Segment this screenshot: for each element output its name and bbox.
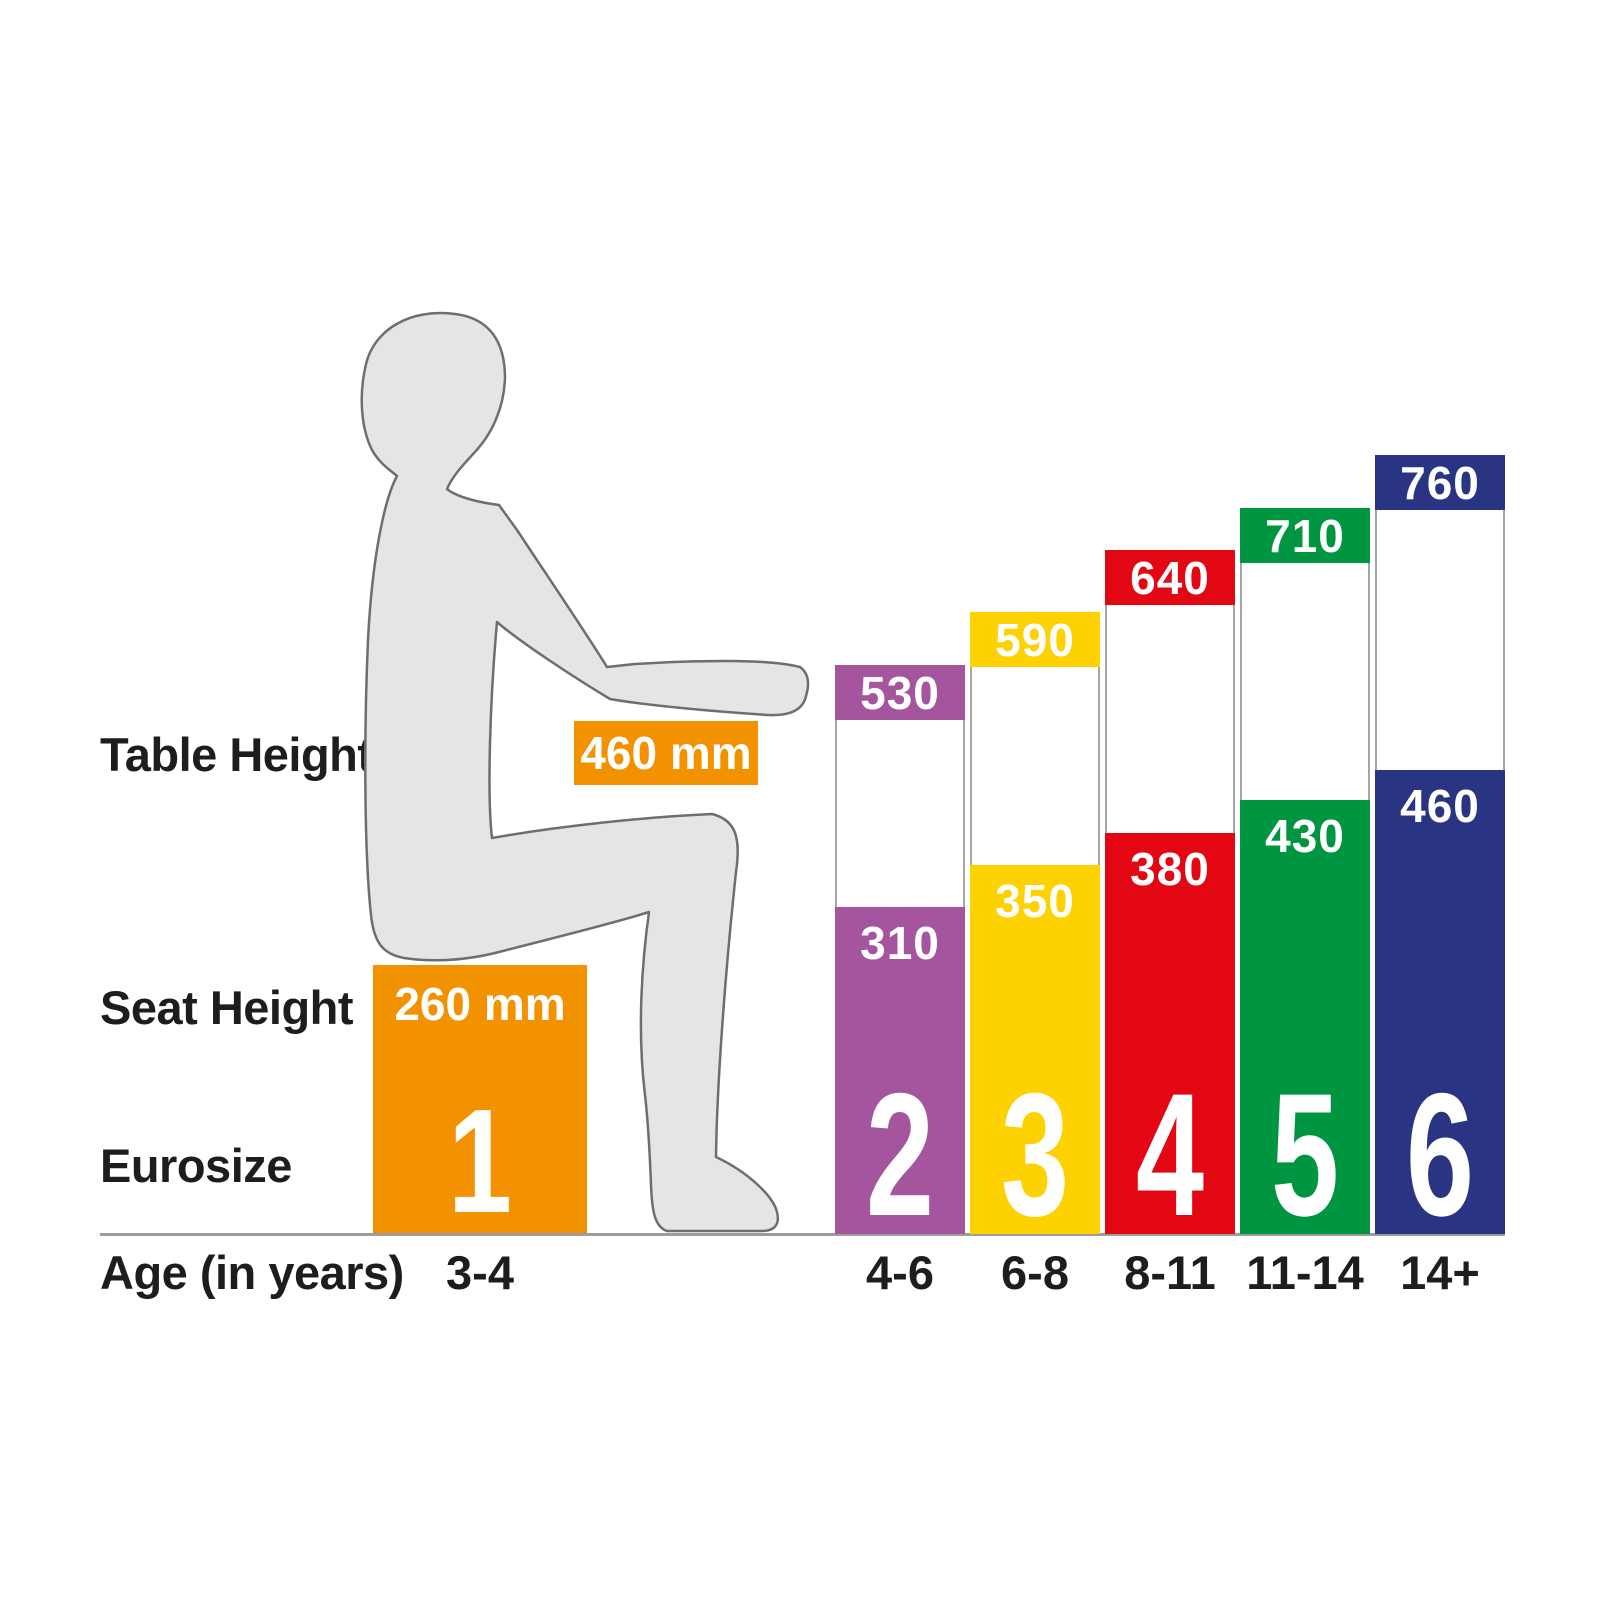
seat-segment: 460 6: [1375, 770, 1505, 1253]
table-height-value: 710: [1265, 509, 1345, 562]
age-value-6: 14+: [1400, 1246, 1480, 1299]
column-body: [1375, 510, 1505, 770]
column-body: [970, 667, 1100, 865]
seat-height-value: 380: [1130, 843, 1210, 895]
seat-height-value: 350: [995, 875, 1075, 927]
age-label: Age (in years): [100, 1246, 404, 1299]
eurosize-number: 4: [1135, 1057, 1205, 1253]
seat-segment: 310 2: [835, 907, 965, 1253]
ground-line: [100, 1233, 1505, 1236]
eurosize-column-4: 640 380 4: [1105, 550, 1235, 1253]
table-height-cap: 760: [1375, 455, 1505, 510]
seat-segment: 350 3: [970, 865, 1100, 1253]
table-height-label: Table Height: [100, 728, 373, 781]
seat-height-label: Seat Height: [100, 981, 354, 1034]
eurosize-number: 3: [1000, 1057, 1070, 1253]
table-height-value: 530: [860, 666, 940, 719]
eurosize-column-5: 710 430 5: [1240, 508, 1370, 1253]
table-height-box: 460 mm: [574, 721, 758, 785]
age-value-3: 6-8: [1001, 1246, 1069, 1299]
column-body: [1240, 563, 1370, 800]
column-body: [835, 720, 965, 907]
table-height-cap: 640: [1105, 550, 1235, 605]
seat-segment: 430 5: [1240, 800, 1370, 1253]
eurosize-1-number: 1: [447, 1079, 513, 1244]
eurosize-column-2: 530 310 2: [835, 665, 965, 1253]
seat-segment: 380 4: [1105, 833, 1235, 1253]
age-value-1: 3-4: [446, 1246, 514, 1299]
eurosize-number: 2: [865, 1057, 935, 1253]
seat-height-value: 430: [1265, 810, 1345, 862]
age-value-2: 4-6: [866, 1246, 934, 1299]
table-height-value: 460 mm: [580, 727, 752, 779]
seat-height-value: 260 mm: [394, 978, 566, 1030]
eurosize-number: 6: [1405, 1057, 1475, 1253]
eurosize-column-3: 590 350 3: [970, 612, 1100, 1253]
table-height-cap: 710: [1240, 508, 1370, 563]
column-body: [1105, 605, 1235, 833]
table-height-cap: 530: [835, 665, 965, 720]
age-value-5: 11-14: [1246, 1246, 1364, 1299]
eurosize-number: 5: [1270, 1057, 1340, 1253]
eurosize-label: Eurosize: [100, 1139, 292, 1192]
seat-box-eurosize-1: 260 mm 1: [373, 965, 587, 1244]
age-value-4: 8-11: [1124, 1246, 1216, 1299]
table-height-value: 760: [1400, 456, 1480, 509]
seat-height-value: 460: [1400, 780, 1480, 832]
table-height-value: 590: [995, 613, 1075, 666]
eurosize-column-6: 760 460 6: [1375, 455, 1505, 1253]
table-height-value: 640: [1130, 551, 1210, 604]
table-height-cap: 590: [970, 612, 1100, 667]
seat-height-value: 310: [860, 917, 940, 969]
